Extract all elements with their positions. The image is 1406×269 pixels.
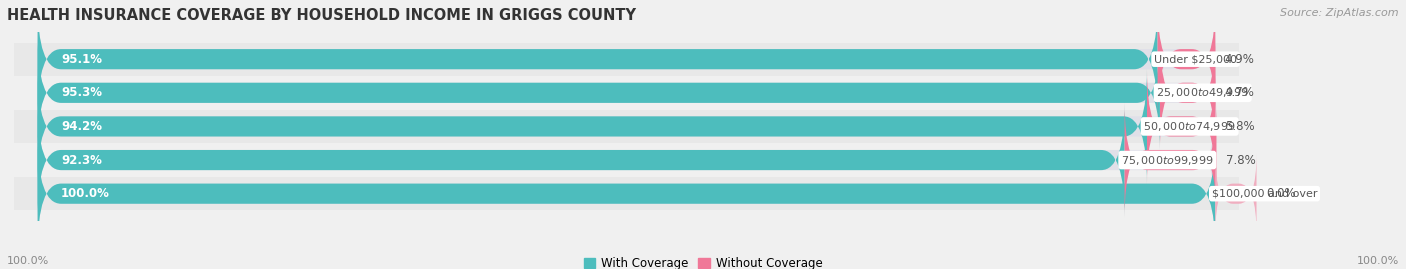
Text: 94.2%: 94.2% bbox=[62, 120, 103, 133]
Text: 95.1%: 95.1% bbox=[62, 53, 103, 66]
FancyBboxPatch shape bbox=[1147, 69, 1215, 183]
Text: $75,000 to $99,999: $75,000 to $99,999 bbox=[1121, 154, 1213, 167]
FancyBboxPatch shape bbox=[14, 144, 1239, 176]
FancyBboxPatch shape bbox=[1125, 103, 1216, 217]
Text: 92.3%: 92.3% bbox=[62, 154, 103, 167]
FancyBboxPatch shape bbox=[1160, 36, 1215, 150]
FancyBboxPatch shape bbox=[1157, 2, 1215, 116]
FancyBboxPatch shape bbox=[1215, 153, 1257, 234]
Text: 4.9%: 4.9% bbox=[1225, 53, 1254, 66]
Text: $25,000 to $49,999: $25,000 to $49,999 bbox=[1156, 86, 1249, 99]
FancyBboxPatch shape bbox=[38, 36, 1160, 150]
FancyBboxPatch shape bbox=[38, 103, 1215, 217]
FancyBboxPatch shape bbox=[38, 69, 1215, 183]
FancyBboxPatch shape bbox=[14, 177, 1239, 210]
Text: 100.0%: 100.0% bbox=[7, 256, 49, 266]
Text: $50,000 to $74,999: $50,000 to $74,999 bbox=[1143, 120, 1236, 133]
Text: 0.0%: 0.0% bbox=[1265, 187, 1295, 200]
Text: $100,000 and over: $100,000 and over bbox=[1212, 189, 1317, 199]
Text: Source: ZipAtlas.com: Source: ZipAtlas.com bbox=[1281, 8, 1399, 18]
Text: 95.3%: 95.3% bbox=[62, 86, 103, 99]
FancyBboxPatch shape bbox=[38, 103, 1125, 217]
Text: 100.0%: 100.0% bbox=[62, 187, 110, 200]
FancyBboxPatch shape bbox=[14, 110, 1239, 143]
FancyBboxPatch shape bbox=[38, 69, 1147, 183]
FancyBboxPatch shape bbox=[38, 2, 1157, 116]
Text: Under $25,000: Under $25,000 bbox=[1154, 54, 1237, 64]
Text: HEALTH INSURANCE COVERAGE BY HOUSEHOLD INCOME IN GRIGGS COUNTY: HEALTH INSURANCE COVERAGE BY HOUSEHOLD I… bbox=[7, 8, 636, 23]
FancyBboxPatch shape bbox=[14, 76, 1239, 109]
Legend: With Coverage, Without Coverage: With Coverage, Without Coverage bbox=[579, 253, 827, 269]
FancyBboxPatch shape bbox=[38, 36, 1215, 150]
FancyBboxPatch shape bbox=[38, 2, 1215, 116]
Text: 4.7%: 4.7% bbox=[1225, 86, 1254, 99]
Text: 7.8%: 7.8% bbox=[1226, 154, 1256, 167]
Text: 100.0%: 100.0% bbox=[1357, 256, 1399, 266]
FancyBboxPatch shape bbox=[38, 136, 1215, 251]
FancyBboxPatch shape bbox=[14, 43, 1239, 76]
FancyBboxPatch shape bbox=[38, 136, 1215, 251]
Text: 5.8%: 5.8% bbox=[1225, 120, 1254, 133]
